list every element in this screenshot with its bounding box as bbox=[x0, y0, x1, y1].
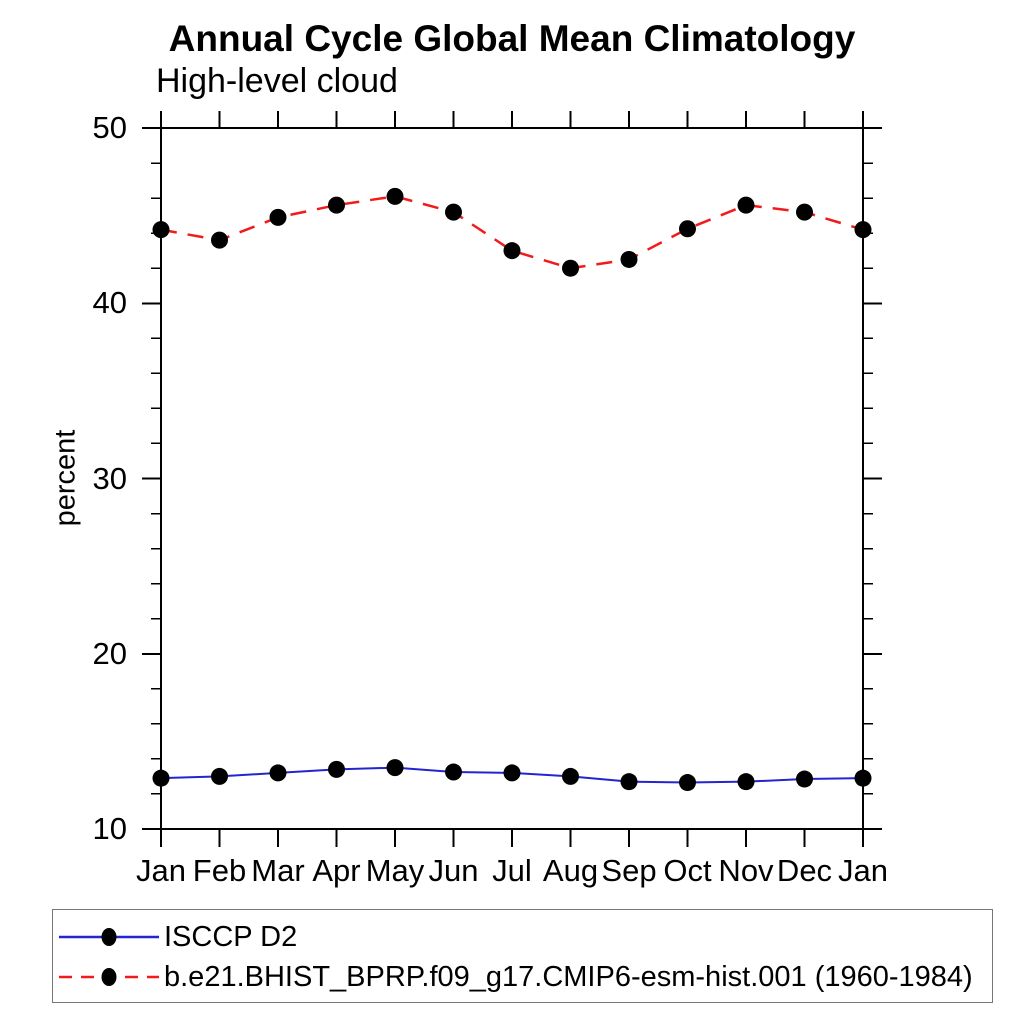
legend-marker-dot bbox=[101, 968, 117, 986]
legend-label-model-run: b.e21.BHIST_BPRP.f09_g17.CMIP6-esm-hist.… bbox=[164, 960, 973, 993]
y-axis-tick-label: 40 bbox=[92, 285, 127, 321]
x-axis-tick-label: Jan bbox=[838, 853, 888, 888]
x-axis-tick-label: Jan bbox=[136, 853, 186, 888]
legend-marker-dot bbox=[101, 928, 117, 946]
data-point-marker bbox=[737, 196, 755, 214]
data-point-marker bbox=[737, 773, 755, 791]
y-axis-tick-label: 50 bbox=[92, 110, 127, 145]
data-point-marker bbox=[562, 259, 579, 277]
plot-box bbox=[160, 127, 864, 830]
x-axis-tick-label: Apr bbox=[312, 853, 361, 888]
data-point-marker bbox=[503, 764, 521, 782]
data-point-marker bbox=[445, 203, 462, 221]
data-point-marker bbox=[620, 773, 638, 791]
data-point-marker bbox=[796, 770, 813, 788]
x-axis-tick-label: Oct bbox=[663, 853, 712, 888]
data-point-marker bbox=[679, 220, 696, 238]
data-point-marker bbox=[445, 763, 462, 781]
x-axis-tick-label: Dec bbox=[776, 853, 833, 888]
y-axis-tick-label: 30 bbox=[92, 460, 127, 496]
y-axis-tick-label: 20 bbox=[92, 635, 127, 671]
data-point-marker bbox=[269, 208, 287, 226]
data-point-marker bbox=[503, 242, 521, 260]
x-axis-tick-label: Aug bbox=[542, 853, 599, 888]
data-point-marker bbox=[211, 231, 228, 249]
data-point-marker bbox=[328, 196, 345, 214]
data-point-marker bbox=[796, 203, 813, 221]
data-point-marker bbox=[679, 774, 696, 792]
data-point-marker bbox=[620, 250, 638, 268]
data-point-marker bbox=[386, 187, 404, 205]
legend-box: ISCCP D2 b.e21.BHIST_BPRP.f09_g17.CMIP6-… bbox=[52, 909, 993, 1003]
x-axis-tick-label: May bbox=[365, 853, 425, 888]
data-point-marker bbox=[269, 764, 287, 782]
x-axis-tick-label: Feb bbox=[192, 853, 247, 888]
chart-subtitle: High-level cloud bbox=[156, 62, 398, 100]
legend-line-sample-solid bbox=[59, 928, 159, 946]
x-axis-tick-label: Jun bbox=[428, 853, 479, 888]
legend-label-isccp-d2: ISCCP D2 bbox=[164, 920, 298, 953]
chart-title: Annual Cycle Global Mean Climatology bbox=[168, 18, 856, 59]
legend-item-model-run: b.e21.BHIST_BPRP.f09_g17.CMIP6-esm-hist.… bbox=[59, 960, 973, 994]
data-point-marker bbox=[854, 769, 872, 787]
data-point-marker bbox=[152, 221, 170, 239]
data-point-marker bbox=[562, 767, 579, 785]
x-axis-tick-label: Jul bbox=[492, 853, 532, 888]
legend-line-sample-dashed bbox=[59, 968, 159, 986]
data-point-marker bbox=[386, 759, 404, 777]
data-point-marker bbox=[854, 221, 872, 239]
data-point-marker bbox=[211, 767, 228, 785]
data-point-marker bbox=[328, 760, 345, 778]
legend-item-isccp-d2: ISCCP D2 bbox=[59, 920, 297, 954]
x-axis-tick-label: Mar bbox=[251, 853, 305, 888]
y-axis-tick-label: 10 bbox=[92, 811, 127, 846]
x-axis-tick-label: Nov bbox=[718, 853, 774, 888]
x-axis-tick-label: Sep bbox=[601, 853, 657, 888]
data-point-marker bbox=[152, 769, 170, 787]
